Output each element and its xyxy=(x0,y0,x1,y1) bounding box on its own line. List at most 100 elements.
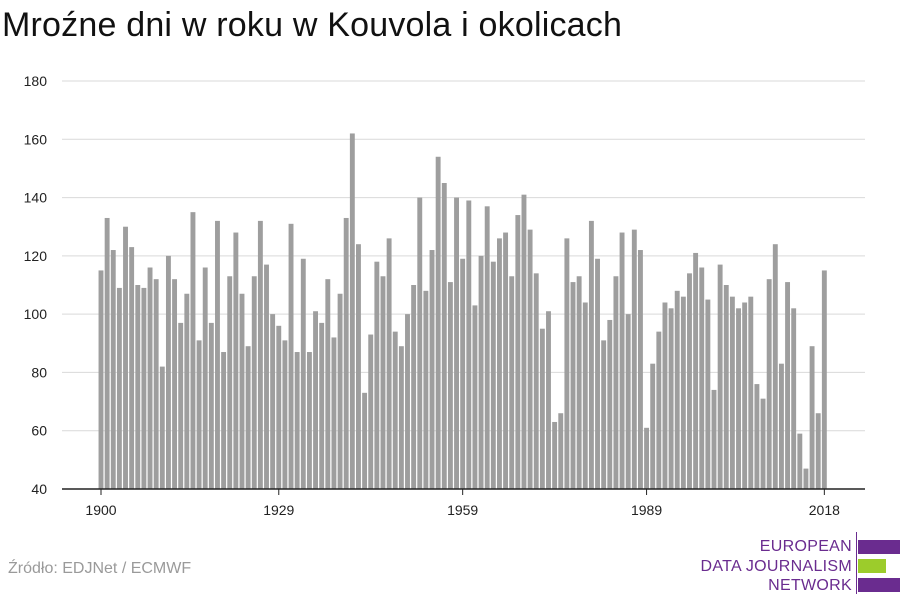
bar-2003 xyxy=(729,296,735,489)
source-note: Źródło: EDJNet / ECMWF xyxy=(8,560,192,577)
bar-1974 xyxy=(552,421,558,489)
bar-1954 xyxy=(429,250,435,489)
logo-text-network: NETWORK xyxy=(768,577,852,594)
bar-2009 xyxy=(766,279,772,489)
bar-2016 xyxy=(809,346,815,489)
bar-1978 xyxy=(576,276,582,489)
bar-2010 xyxy=(772,244,778,489)
bar-1958 xyxy=(454,197,459,489)
bar-1905 xyxy=(129,247,135,489)
bar-1931 xyxy=(288,223,294,490)
bar-1915 xyxy=(190,212,196,489)
bar-1904 xyxy=(123,226,128,489)
bar-1929 xyxy=(276,325,282,489)
bar-1975 xyxy=(558,413,564,489)
bar-1909 xyxy=(153,279,159,489)
x-tick-label: 1989 xyxy=(631,502,662,518)
bar-2018 xyxy=(821,270,827,489)
bar-2014 xyxy=(797,433,803,489)
bar-1933 xyxy=(300,258,306,489)
bar-2012 xyxy=(785,282,791,489)
chart-title: Mroźne dni w roku w Kouvola i okolicach xyxy=(2,6,623,44)
edjnet-logo: EUROPEAN DATA JOURNALISM NETWORK xyxy=(700,530,900,600)
bar-1926 xyxy=(257,220,263,489)
bar-2015 xyxy=(803,468,809,489)
bar-1903 xyxy=(116,287,122,489)
bar-1907 xyxy=(141,287,147,489)
bar-1990 xyxy=(650,363,656,489)
bar-1972 xyxy=(539,328,545,489)
bar-1925 xyxy=(251,276,257,489)
y-tick-label: 40 xyxy=(31,481,47,497)
y-tick-label: 60 xyxy=(31,423,47,439)
bar-1973 xyxy=(546,311,551,489)
bar-1992 xyxy=(662,302,668,489)
bar-1942 xyxy=(356,244,361,489)
bar-2013 xyxy=(791,308,797,489)
bar-1936 xyxy=(319,322,325,489)
bar-2017 xyxy=(815,413,821,489)
bar-1951 xyxy=(411,285,417,489)
bar-1910 xyxy=(159,366,165,489)
bar-1916 xyxy=(196,340,202,489)
x-tick-label: 2018 xyxy=(809,502,840,518)
bar-2011 xyxy=(778,363,784,489)
bar-1953 xyxy=(423,290,429,489)
bar-1962 xyxy=(478,255,484,489)
bar-1965 xyxy=(497,238,502,489)
bar-1924 xyxy=(245,346,251,489)
bar-1963 xyxy=(484,206,490,489)
logo-bar-green xyxy=(858,559,886,573)
bar-1979 xyxy=(582,302,588,489)
bar-1952 xyxy=(417,197,423,489)
bar-1948 xyxy=(392,331,398,489)
x-tick-label: 1959 xyxy=(447,502,478,518)
bar-1939 xyxy=(337,293,343,489)
bar-1917 xyxy=(202,267,208,489)
bar-1927 xyxy=(264,264,269,489)
logo-bar-purple-top xyxy=(858,540,900,554)
bar-1969 xyxy=(521,194,527,489)
bar-1913 xyxy=(178,322,184,489)
bar-1944 xyxy=(368,334,374,489)
bar-1947 xyxy=(386,238,392,489)
bar-1999 xyxy=(705,299,711,489)
bar-1996 xyxy=(687,273,692,489)
bar-1976 xyxy=(564,238,570,489)
bar-1986 xyxy=(625,314,631,489)
y-axis-labels: 40 60 80 100 120 140 160 180 xyxy=(24,73,48,497)
bar-1967 xyxy=(509,276,515,489)
bar-2008 xyxy=(760,398,766,489)
bar-1993 xyxy=(668,308,674,489)
bar-1922 xyxy=(233,232,239,490)
bar-1938 xyxy=(331,337,337,489)
y-tick-label: 120 xyxy=(24,248,48,264)
bar-2007 xyxy=(754,384,760,489)
bars xyxy=(98,133,827,490)
bar-1964 xyxy=(490,261,496,489)
bar-1918 xyxy=(208,322,214,489)
bar-1981 xyxy=(595,258,600,489)
bar-1930 xyxy=(282,340,288,489)
bar-1919 xyxy=(215,220,220,489)
bar-1971 xyxy=(533,273,539,489)
bar-2006 xyxy=(748,296,754,489)
x-tick-label: 1900 xyxy=(85,502,116,518)
y-tick-label: 100 xyxy=(24,306,48,322)
bar-1921 xyxy=(227,276,233,489)
bar-1906 xyxy=(135,285,141,489)
bar-1911 xyxy=(165,255,171,489)
bar-1928 xyxy=(270,314,276,489)
bar-1956 xyxy=(441,183,447,489)
logo-bar-purple-bottom xyxy=(858,578,900,592)
bar-1955 xyxy=(435,156,441,489)
bar-1985 xyxy=(619,232,625,490)
bar-1949 xyxy=(398,346,404,489)
bar-1946 xyxy=(380,276,386,489)
bar-1902 xyxy=(110,250,116,489)
bar-1920 xyxy=(221,352,227,489)
bar-1991 xyxy=(656,331,662,489)
bar-2005 xyxy=(742,302,748,489)
bar-1995 xyxy=(680,296,686,489)
logo-text-european: EUROPEAN xyxy=(759,538,852,555)
